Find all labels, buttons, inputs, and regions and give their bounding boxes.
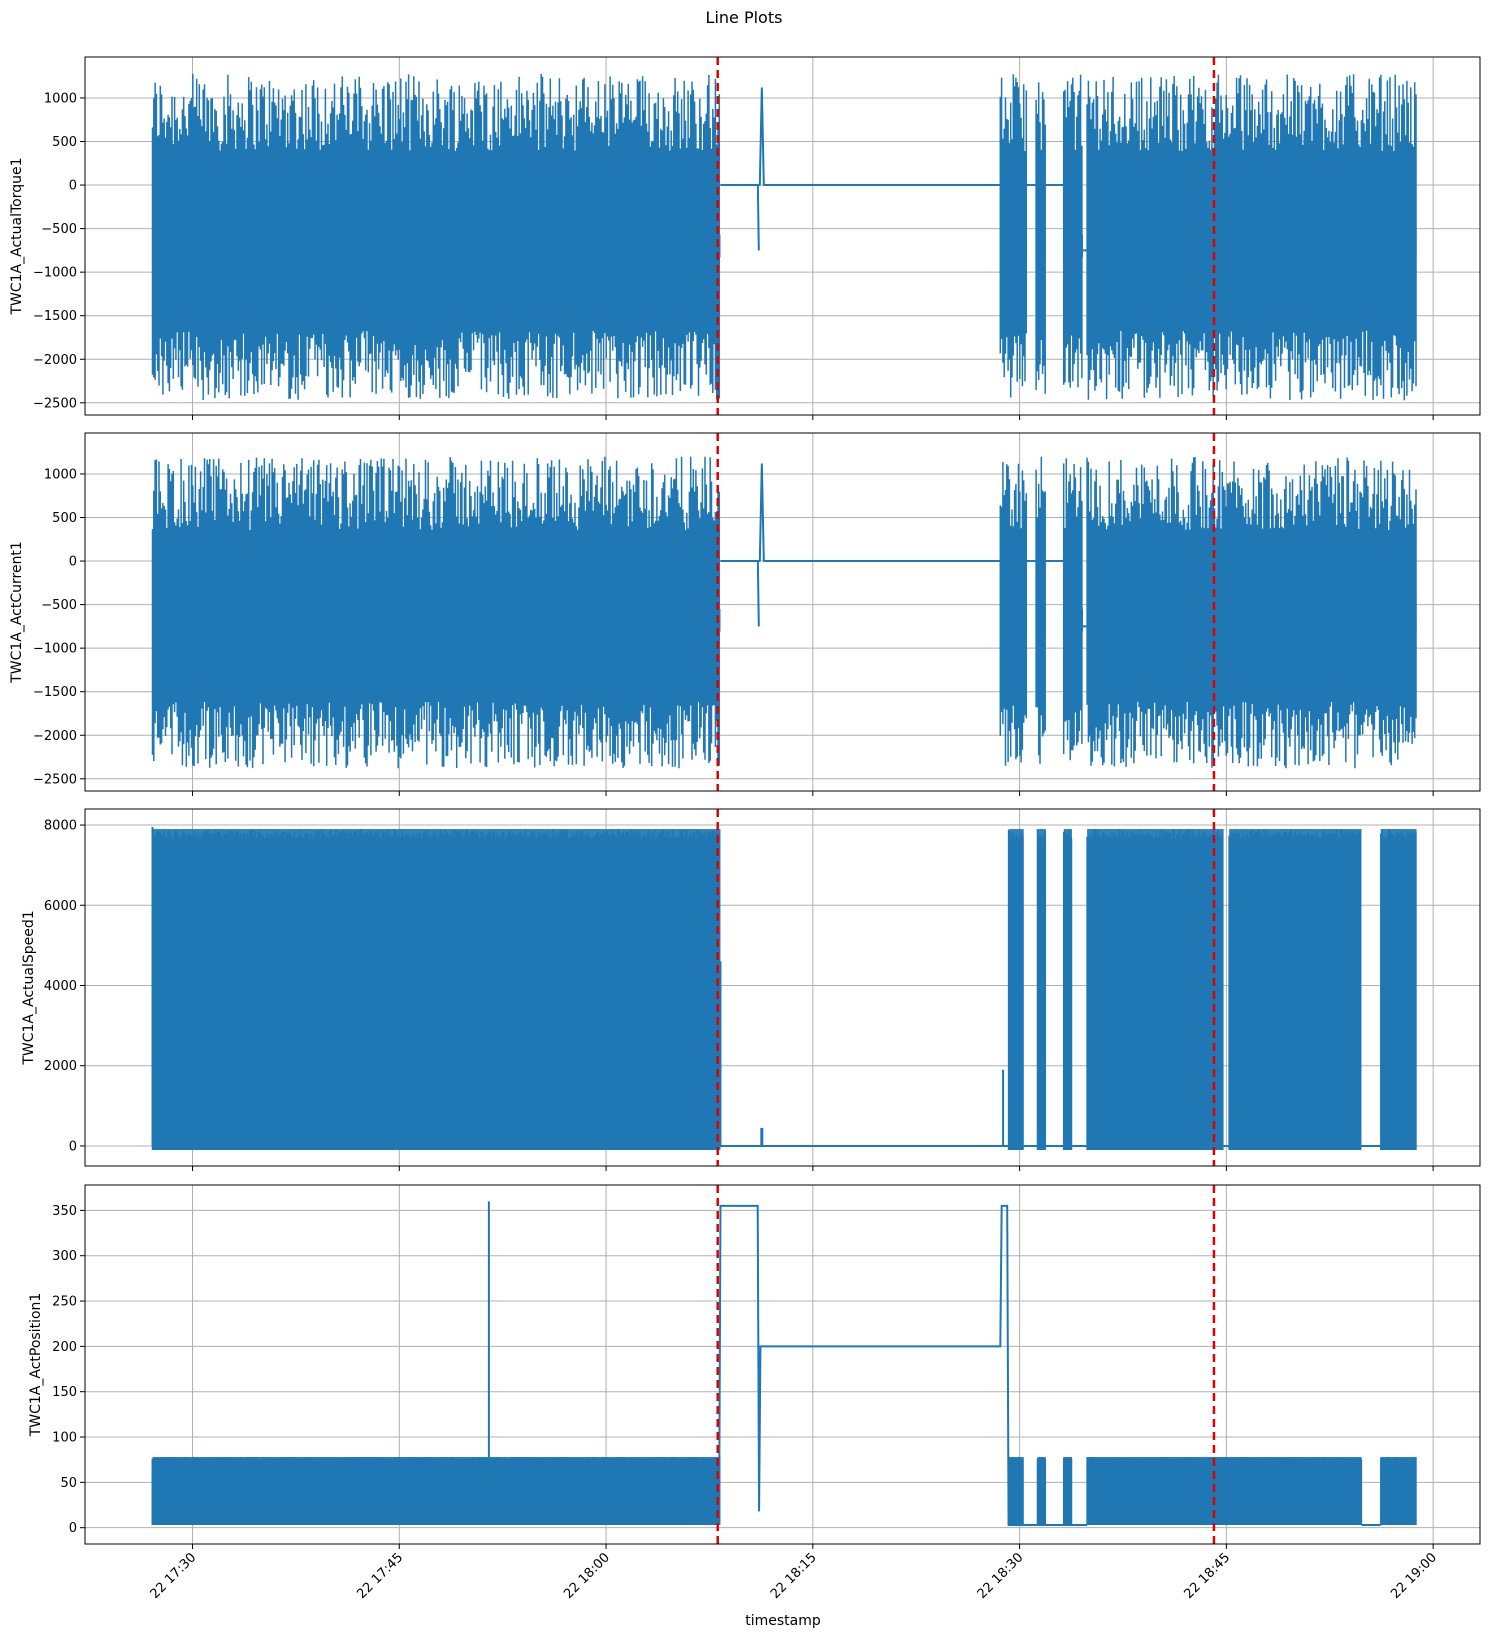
dense-band: [1008, 1456, 1024, 1525]
dense-band: [1063, 829, 1072, 1150]
axes-frame: [84, 56, 1481, 416]
dense-band: [1037, 1456, 1046, 1525]
dense-band: [1087, 829, 1224, 1150]
dense-band: [1380, 829, 1417, 1150]
x-tick-label: 22 17:30: [148, 1550, 200, 1602]
y-tick-label: 0: [69, 1521, 77, 1536]
dense-band: [1063, 608, 1084, 632]
y-tick-label: 0: [69, 555, 77, 570]
dense-band: [1000, 234, 1027, 258]
y-tick-label: 300: [52, 1249, 77, 1264]
y-axis-label: TWC1A_ActualSpeed1: [21, 910, 37, 1065]
y-tick-label: 2000: [44, 1059, 77, 1074]
y-tick-label: 6000: [44, 899, 77, 914]
y-tick-label: 0: [69, 1139, 77, 1154]
y-tick-label: −2000: [33, 353, 77, 368]
y-tick-label: 4000: [44, 979, 77, 994]
x-axis-label: timestamp: [745, 1613, 821, 1629]
dense-band: [1087, 234, 1417, 258]
y-tick-label: 8000: [44, 819, 77, 834]
y-tick-label: −500: [41, 222, 77, 237]
dense-band: [152, 1456, 721, 1525]
x-tick-label: 22 19:00: [1388, 1550, 1440, 1602]
y-tick-label: 200: [52, 1340, 77, 1355]
y-tick-label: 50: [60, 1476, 77, 1491]
dense-band: [1063, 1456, 1072, 1525]
y-tick-label: −2000: [33, 729, 77, 744]
series-line: [151, 1201, 1417, 1526]
y-tick-label: −500: [41, 598, 77, 613]
y-tick-label: 250: [52, 1295, 77, 1310]
y-tick-label: 350: [52, 1204, 77, 1219]
dense-band: [152, 234, 721, 258]
y-tick-label: −2500: [33, 396, 77, 411]
dense-band: [152, 608, 721, 632]
y-tick-label: 1000: [44, 91, 77, 106]
axes-frame: [84, 432, 1481, 792]
x-tick-label: 22 18:00: [561, 1550, 613, 1602]
series-line: [151, 456, 1417, 769]
dense-band: [1008, 829, 1024, 1150]
subplot-2: 1000 500 0 −500 −1000 −1500 −2000 −2500 TWC1A_Ac…: [9, 432, 1481, 796]
dense-band: [1380, 1456, 1417, 1525]
x-tick-label: 22 18:30: [975, 1550, 1027, 1602]
y-tick-label: −2500: [33, 772, 77, 787]
y-tick-label: −1500: [33, 685, 77, 700]
x-tick-label: 22 17:45: [354, 1550, 406, 1602]
dense-band: [1229, 829, 1362, 1150]
y-tick-label: 100: [52, 1431, 77, 1446]
dense-band: [1087, 608, 1417, 632]
series-line: [151, 73, 1417, 401]
dense-band: [1037, 829, 1046, 1150]
y-axis-label: TWC1A_ActCurrent1: [9, 541, 25, 684]
dense-band: [1087, 1456, 1362, 1525]
subplot-1: 1000 500 0 −500 −1000 −1500 −2000 −2500 TWC1A_Ac…: [9, 56, 1481, 420]
dense-band: [1036, 608, 1046, 632]
dense-band: [152, 829, 721, 1150]
spike: [756, 463, 765, 627]
subplot-3: 8000 6000 4000 2000 0 TWC1A_ActualSpeed1: [21, 808, 1481, 1171]
subplot-panels: 10005000−500−1000−1500−2000−2500TWC1A_Ac…: [9, 56, 1481, 1602]
y-tick-label: −1500: [33, 309, 77, 324]
y-tick-label: 150: [52, 1385, 77, 1400]
x-tick-label: 22 18:15: [768, 1550, 820, 1602]
position-trace: [718, 1204, 1088, 1526]
y-tick-label: −1000: [33, 642, 77, 657]
y-tick-label: −1000: [33, 266, 77, 281]
y-tick-label: 1000: [44, 467, 77, 482]
subplot-4: 350 300 250 200 150 100 50 0 TWC1A_ActPosition1: [28, 1184, 1481, 1549]
y-tick-label: 500: [52, 135, 77, 150]
series-line: [151, 827, 1417, 1150]
y-axis-label: TWC1A_ActualTorque1: [9, 157, 25, 315]
y-tick-label: 0: [69, 179, 77, 194]
dense-band: [1000, 608, 1027, 632]
figure-title: Line Plots: [706, 8, 783, 27]
y-axis-label: TWC1A_ActPosition1: [28, 1293, 44, 1438]
axes-frame: [84, 1184, 1481, 1545]
data-band: [1062, 74, 1083, 388]
axes-frame: [84, 808, 1481, 1167]
dense-band: [1063, 234, 1084, 258]
spike: [756, 87, 765, 251]
x-tick-label: 22 18:45: [1181, 1550, 1233, 1602]
spike: [760, 1127, 764, 1146]
y-tick-label: 500: [52, 511, 77, 526]
dense-band: [1036, 234, 1046, 258]
